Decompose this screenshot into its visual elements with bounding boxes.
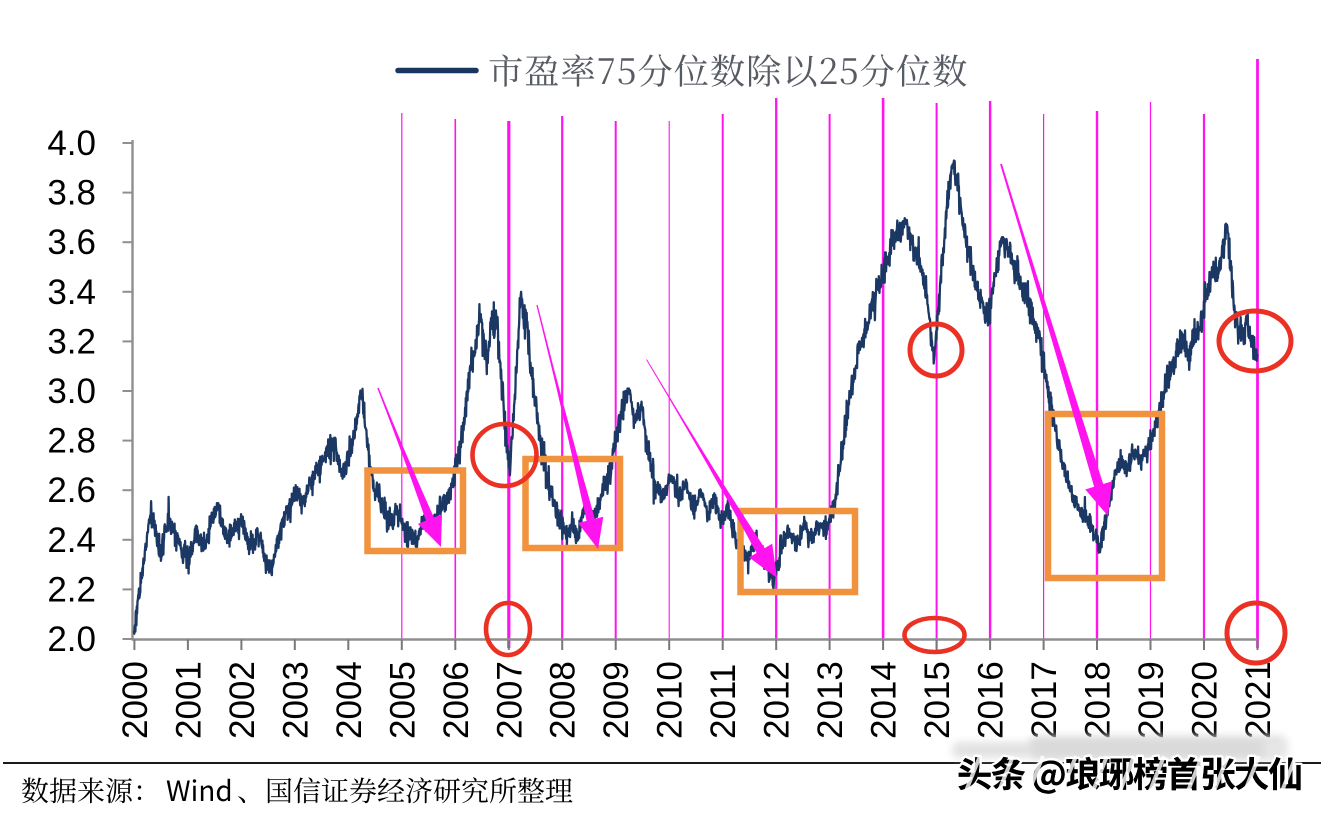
- svg-text:2011: 2011: [704, 664, 743, 739]
- svg-text:2.4: 2.4: [47, 521, 96, 560]
- svg-text:2003: 2003: [276, 661, 315, 739]
- svg-text:2.6: 2.6: [47, 471, 96, 510]
- svg-text:2006: 2006: [437, 661, 476, 739]
- svg-text:3.6: 3.6: [47, 223, 96, 262]
- svg-text:2015: 2015: [918, 661, 957, 739]
- svg-text:2012: 2012: [758, 661, 797, 739]
- svg-text:2.0: 2.0: [47, 620, 96, 659]
- svg-text:2010: 2010: [651, 661, 690, 739]
- svg-text:3.0: 3.0: [47, 372, 96, 411]
- svg-text:2020: 2020: [1186, 661, 1225, 739]
- svg-text:2000: 2000: [116, 661, 155, 739]
- svg-text:2004: 2004: [330, 661, 369, 739]
- svg-text:2.2: 2.2: [47, 570, 96, 609]
- svg-text:2009: 2009: [597, 661, 636, 739]
- svg-text:2008: 2008: [544, 661, 583, 739]
- svg-text:2017: 2017: [1025, 661, 1064, 739]
- svg-text:2007: 2007: [490, 661, 529, 739]
- svg-text:2021: 2021: [1239, 661, 1278, 739]
- svg-text:3.8: 3.8: [47, 174, 96, 213]
- svg-text:2.8: 2.8: [47, 422, 96, 461]
- svg-text:2014: 2014: [865, 661, 904, 739]
- svg-text:2005: 2005: [383, 661, 422, 739]
- svg-text:2001: 2001: [169, 661, 208, 739]
- svg-text:4.0: 4.0: [47, 124, 96, 163]
- svg-text:2013: 2013: [811, 661, 850, 739]
- svg-text:3.2: 3.2: [47, 322, 96, 361]
- svg-text:3.4: 3.4: [47, 273, 96, 312]
- svg-text:2018: 2018: [1079, 661, 1118, 739]
- svg-text:2016: 2016: [972, 661, 1011, 739]
- svg-text:2002: 2002: [223, 661, 262, 739]
- svg-text:2019: 2019: [1132, 661, 1171, 739]
